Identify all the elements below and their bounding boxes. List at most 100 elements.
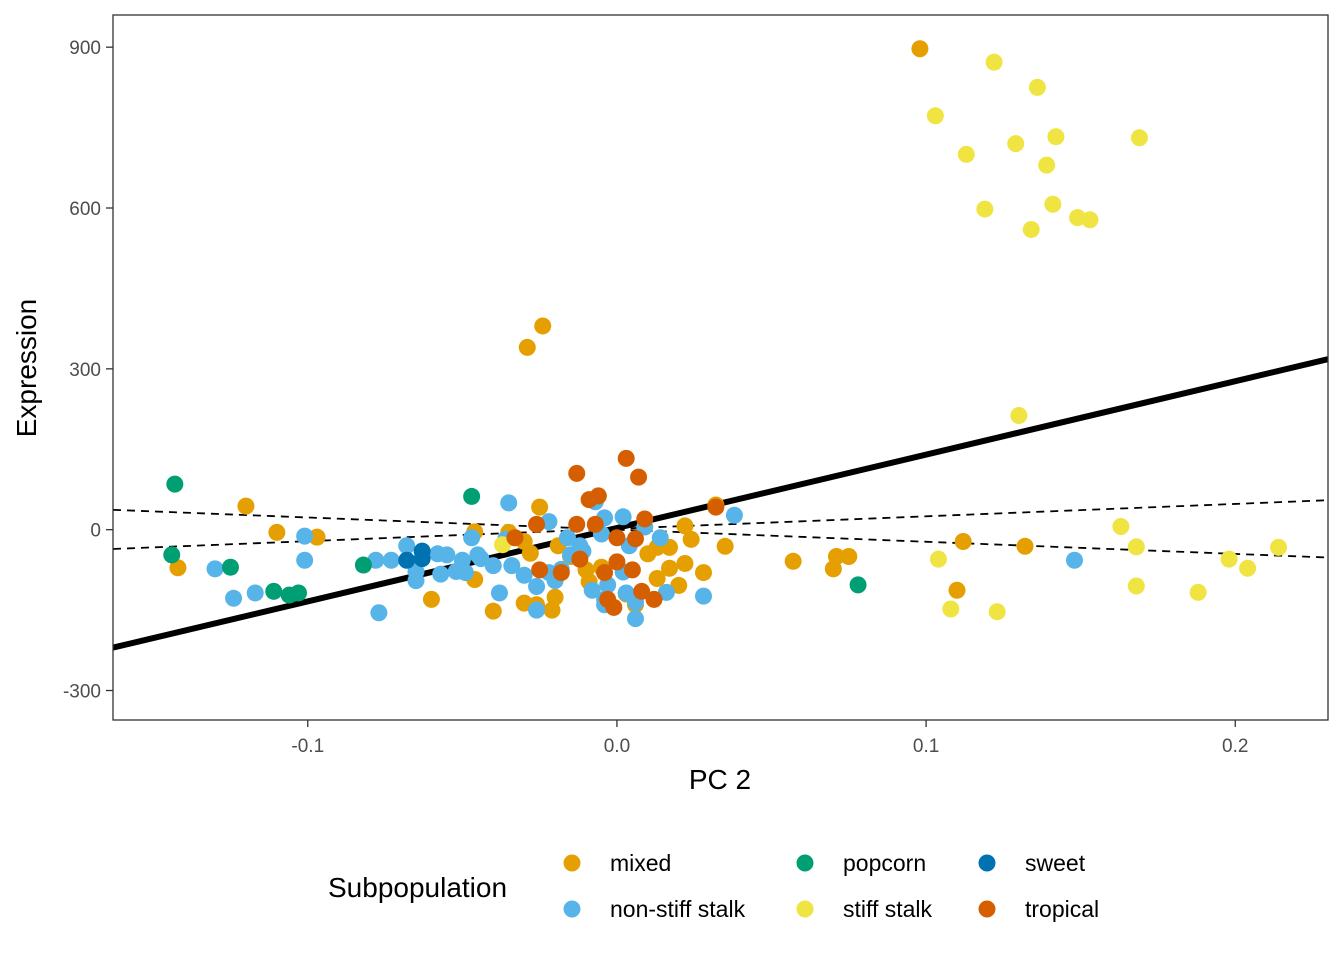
point-non-stiff-stalk xyxy=(407,572,425,590)
legend-key-mixed xyxy=(563,854,581,872)
point-tropical xyxy=(596,564,614,582)
point-popcorn xyxy=(289,584,307,602)
point-popcorn xyxy=(354,556,372,574)
point-mixed xyxy=(682,530,700,548)
point-stiff-stalk xyxy=(929,550,947,568)
point-stiff-stalk xyxy=(1130,129,1148,147)
point-mixed xyxy=(676,517,694,535)
point-non-stiff-stalk xyxy=(583,581,601,599)
point-non-stiff-stalk xyxy=(206,560,224,578)
point-non-stiff-stalk xyxy=(500,494,518,512)
point-non-stiff-stalk xyxy=(463,529,481,547)
point-tropical xyxy=(586,515,604,533)
point-stiff-stalk xyxy=(1022,220,1040,238)
confidence-line xyxy=(113,508,1328,559)
point-non-stiff-stalk xyxy=(1065,551,1083,569)
point-stiff-stalk xyxy=(1112,517,1130,535)
point-stiff-stalk xyxy=(988,603,1006,621)
point-tropical xyxy=(645,590,663,608)
y-tick-label: 0 xyxy=(90,521,101,542)
point-stiff-stalk xyxy=(985,53,1003,71)
legend-label-mixed: mixed xyxy=(610,850,671,876)
point-stiff-stalk xyxy=(926,107,944,125)
point-mixed xyxy=(521,544,539,562)
point-tropical xyxy=(552,564,570,582)
point-tropical xyxy=(608,529,626,547)
point-popcorn xyxy=(221,558,239,576)
x-tick-label: 0.1 xyxy=(913,736,939,757)
point-tropical xyxy=(623,561,641,579)
x-tick-label: -0.1 xyxy=(291,736,324,757)
point-mixed xyxy=(534,317,552,335)
point-tropical xyxy=(599,590,617,608)
point-stiff-stalk xyxy=(1270,538,1288,556)
point-non-stiff-stalk xyxy=(490,584,508,602)
point-tropical xyxy=(571,550,589,568)
y-tick-label: 300 xyxy=(69,360,101,381)
y-tick-label: 900 xyxy=(69,38,101,59)
point-stiff-stalk xyxy=(1081,211,1099,229)
point-stiff-stalk xyxy=(494,536,512,554)
point-stiff-stalk xyxy=(1007,135,1025,153)
point-mixed xyxy=(694,564,712,582)
point-mixed xyxy=(237,497,255,515)
point-stiff-stalk xyxy=(957,145,975,163)
point-mixed xyxy=(531,498,549,516)
legend-label-stiff-stalk: stiff stalk xyxy=(843,896,933,922)
legend-key-stiff-stalk xyxy=(796,900,814,918)
y-tick-label: -300 xyxy=(63,682,101,703)
point-non-stiff-stalk xyxy=(296,551,314,569)
x-tick-label: 0.0 xyxy=(604,736,630,757)
point-non-stiff-stalk xyxy=(432,565,450,583)
plot-border xyxy=(112,14,1329,721)
point-mixed xyxy=(543,601,561,619)
point-stiff-stalk xyxy=(942,600,960,618)
point-tropical xyxy=(528,515,546,533)
point-non-stiff-stalk xyxy=(515,566,533,584)
point-mixed xyxy=(308,528,326,546)
point-stiff-stalk xyxy=(1010,406,1028,424)
point-non-stiff-stalk xyxy=(503,557,521,575)
legend-label-sweet: sweet xyxy=(1025,850,1086,876)
x-axis-title: PC 2 xyxy=(689,764,751,795)
point-tropical xyxy=(568,515,586,533)
point-stiff-stalk xyxy=(1189,583,1207,601)
point-non-stiff-stalk xyxy=(651,529,669,547)
point-non-stiff-stalk xyxy=(528,601,546,619)
x-axis: -0.1 0.0 0.1 0.2 xyxy=(291,720,1248,757)
point-stiff-stalk xyxy=(1047,128,1065,146)
point-non-stiff-stalk xyxy=(246,584,264,602)
point-tropical xyxy=(531,561,549,579)
legend-label-non-stiff-stalk: non-stiff stalk xyxy=(610,896,746,922)
point-mixed xyxy=(422,590,440,608)
point-mixed xyxy=(660,559,678,577)
point-stiff-stalk xyxy=(1127,577,1145,595)
point-stiff-stalk xyxy=(1044,195,1062,213)
point-stiff-stalk xyxy=(1038,156,1056,174)
point-non-stiff-stalk xyxy=(558,529,576,547)
point-non-stiff-stalk xyxy=(657,583,675,601)
point-stiff-stalk xyxy=(1220,550,1238,568)
point-stiff-stalk xyxy=(1028,78,1046,96)
point-tropical xyxy=(608,553,626,571)
y-axis-title: Expression xyxy=(11,299,42,438)
point-tropical xyxy=(568,464,586,482)
point-mixed xyxy=(648,569,666,587)
point-non-stiff-stalk xyxy=(694,587,712,605)
point-mixed xyxy=(518,338,536,356)
legend: Subpopulation mixed non-stiff stalk popcor… xyxy=(328,850,1099,922)
point-mixed xyxy=(840,547,858,565)
point-mixed xyxy=(948,581,966,599)
point-mixed xyxy=(169,559,187,577)
point-popcorn xyxy=(463,487,481,505)
point-non-stiff-stalk xyxy=(484,557,502,575)
point-popcorn xyxy=(166,475,184,493)
point-non-stiff-stalk xyxy=(225,589,243,607)
point-tropical xyxy=(633,582,651,600)
point-non-stiff-stalk xyxy=(528,578,546,596)
point-tropical xyxy=(617,449,635,467)
x-tick-label: 0.2 xyxy=(1222,736,1248,757)
point-mixed xyxy=(827,547,845,565)
legend-key-non-stiff-stalk xyxy=(563,900,581,918)
point-popcorn xyxy=(849,576,867,594)
